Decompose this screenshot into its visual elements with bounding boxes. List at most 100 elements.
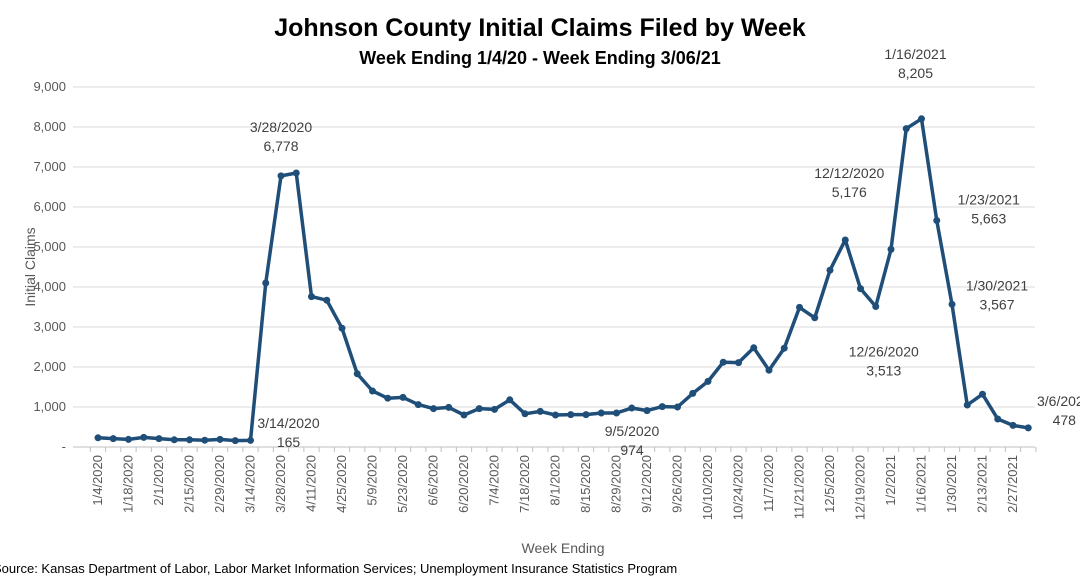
data-point: [536, 407, 544, 415]
chart-title: Johnson County Initial Claims Filed by W…: [274, 14, 806, 42]
data-point: [796, 303, 803, 311]
x-tick-label: 2/15/2020: [182, 455, 197, 513]
x-tick-label: 4/25/2020: [334, 455, 349, 513]
data-point: [780, 344, 788, 352]
x-tick-label: 8/1/2020: [548, 455, 563, 506]
data-point: [689, 389, 697, 397]
annotation-value: 8,205: [898, 65, 933, 81]
annotation-date: 1/30/2021: [966, 277, 1028, 293]
x-tick-label: 1/30/2021: [944, 455, 959, 513]
annotation-value: 5,176: [832, 184, 867, 200]
data-point: [643, 407, 651, 415]
annotation-value: 6,778: [263, 138, 298, 154]
annotation-value: 974: [620, 442, 644, 458]
data-point: [582, 411, 590, 419]
data-point: [887, 245, 895, 253]
annotation-date: 3/14/2020: [257, 415, 319, 431]
data-point: [201, 436, 209, 444]
y-tick-label: 2,000: [33, 359, 66, 374]
x-tick-label: 8/29/2020: [609, 455, 624, 513]
x-tick-label: 9/26/2020: [670, 455, 685, 513]
annotation-value: 478: [1053, 412, 1077, 428]
x-axis-title: Week Ending: [521, 540, 604, 556]
x-tick-label: 1/16/2021: [914, 455, 929, 513]
data-point: [445, 403, 453, 411]
data-point: [186, 436, 193, 444]
series-line: [97, 117, 1029, 443]
data-point: [323, 296, 331, 304]
x-tick-label: 10/10/2020: [700, 455, 715, 520]
data-point: [94, 434, 102, 442]
x-tick-label: 6/6/2020: [426, 455, 441, 506]
x-tick-label: 4/11/2020: [304, 455, 319, 512]
data-point: [140, 433, 148, 441]
data-point: [353, 370, 361, 378]
x-tick-label: 9/12/2020: [639, 455, 654, 513]
x-tick-label: 2/29/2020: [212, 455, 227, 513]
x-tick-label: 7/18/2020: [517, 455, 532, 513]
data-point: [506, 396, 514, 404]
data-point: [247, 436, 254, 444]
data-point: [475, 405, 483, 413]
x-tick-label: 5/9/2020: [365, 455, 380, 506]
data-point: [430, 405, 437, 413]
x-tick-label: 6/20/2020: [456, 455, 471, 513]
annotation-date: 9/5/2020: [605, 423, 660, 439]
data-point: [125, 435, 132, 443]
data-point: [170, 436, 178, 444]
annotation-date: 1/23/2021: [958, 191, 1020, 207]
data-point: [933, 216, 941, 224]
data-point: [1009, 421, 1017, 429]
data-point: [109, 435, 117, 443]
annotation-date: 1/16/2021: [884, 46, 946, 62]
data-point: [491, 405, 498, 413]
annotation-date: 12/26/2020: [849, 343, 919, 359]
data-point: [384, 394, 392, 402]
chart-subtitle: Week Ending 1/4/20 - Week Ending 3/06/21: [359, 48, 721, 68]
y-tick-label: 3,000: [33, 319, 66, 334]
data-point: [292, 169, 300, 177]
data-point: [369, 387, 376, 395]
y-tick-label: 4,000: [33, 279, 66, 294]
data-point: [902, 125, 910, 133]
annotation-date: 3/6/2021: [1037, 393, 1080, 409]
y-tick-label: 9,000: [33, 79, 66, 94]
data-point: [841, 236, 849, 244]
x-tick-label: 1/4/2020: [90, 455, 105, 506]
y-axis-title: Initial Claims: [22, 227, 38, 306]
data-point: [704, 377, 712, 385]
y-tick-label: 6,000: [33, 199, 66, 214]
annotation-value: 3,567: [979, 296, 1014, 312]
annotation-value: 3,513: [866, 362, 901, 378]
x-tick-label: 3/14/2020: [243, 455, 258, 513]
data-point: [399, 393, 407, 401]
data-point: [979, 390, 986, 398]
x-tick-label: 1/18/2020: [121, 455, 136, 513]
data-point: [674, 403, 681, 411]
data-point: [338, 324, 346, 332]
data-point: [750, 344, 758, 352]
data-point: [216, 435, 224, 443]
annotation-date: 12/12/2020: [814, 165, 884, 181]
data-point: [308, 293, 315, 301]
annotation-value: 165: [277, 434, 301, 450]
x-tick-label: 2/1/2020: [151, 455, 166, 506]
data-point: [628, 404, 636, 412]
data-point: [948, 300, 956, 308]
x-tick-label: 8/15/2020: [578, 455, 593, 513]
data-point: [872, 302, 880, 310]
data-point: [460, 411, 468, 419]
data-point: [414, 401, 422, 409]
x-tick-label: 2/27/2021: [1005, 455, 1020, 513]
data-point: [918, 115, 925, 123]
data-point: [1024, 424, 1032, 432]
x-tick-label: 12/5/2020: [822, 455, 837, 513]
data-point: [826, 266, 834, 274]
source-note: Source: Kansas Department of Labor, Labo…: [0, 561, 678, 576]
data-point: [658, 403, 666, 411]
x-tick-label: 1/2/2021: [883, 455, 898, 506]
data-point: [765, 366, 773, 374]
data-point: [735, 359, 742, 367]
data-point: [552, 411, 559, 419]
y-tick-label: 8,000: [33, 119, 66, 134]
